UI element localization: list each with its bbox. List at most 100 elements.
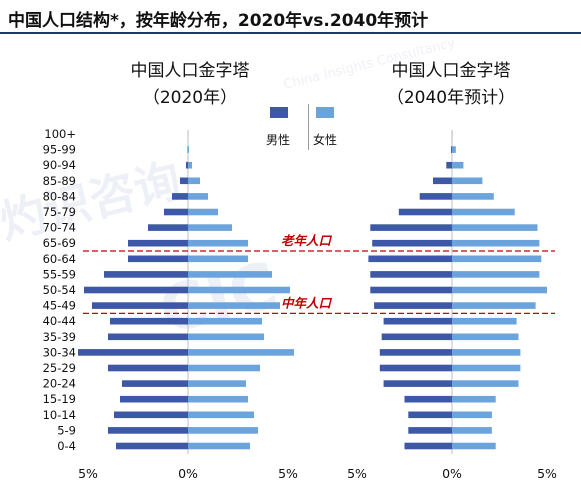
title-bar: 中国人口结构*，按年龄分布，2020年vs.2040年预计 <box>0 0 581 34</box>
bar-female <box>452 380 519 387</box>
age-tick-label: 50-54 <box>43 283 76 297</box>
bar-male <box>92 302 188 309</box>
bar-male <box>108 364 188 372</box>
bar-male <box>84 286 188 294</box>
x-tick-label: 0% <box>442 466 462 481</box>
left-chart-title: 中国人口金字塔 <box>130 61 250 81</box>
age-group-annotation: 中年人口 <box>281 295 333 310</box>
age-tick-label: 25-29 <box>43 361 76 375</box>
age-tick-label: 80-84 <box>43 189 76 203</box>
bar-female <box>188 427 258 434</box>
bar-male <box>370 286 452 294</box>
bar-male <box>379 349 452 356</box>
right-chart-title: 中国人口金字塔 <box>391 61 511 81</box>
bar-female <box>188 239 248 247</box>
bar-female <box>452 255 542 263</box>
left-chart-subtitle: （2020年） <box>142 88 238 108</box>
age-tick-label: 35-39 <box>43 330 76 344</box>
bar-male <box>372 239 452 247</box>
bar-male <box>368 255 452 263</box>
bar-male <box>383 380 452 387</box>
bar-male <box>148 224 188 231</box>
bar-female <box>452 411 492 419</box>
bar-female <box>188 380 246 387</box>
bar-male <box>128 255 188 263</box>
bar-female <box>452 271 540 278</box>
right-chart-subtitle: （2040年预计） <box>386 88 516 108</box>
bar-female <box>188 317 262 325</box>
bar-male <box>122 380 188 387</box>
bar-female <box>188 286 290 294</box>
bar-female <box>188 161 192 169</box>
bar-female <box>452 224 538 231</box>
bar-male <box>180 177 188 185</box>
legend-male-swatch <box>270 107 288 118</box>
bar-male <box>451 146 452 153</box>
age-tick-label: 75-79 <box>43 205 76 219</box>
age-tick-label: 0-4 <box>57 439 76 453</box>
age-tick-label: 100+ <box>44 127 76 141</box>
legend-female-swatch <box>316 107 334 118</box>
bar-female <box>188 224 232 231</box>
bar-male <box>383 317 452 325</box>
bar-male <box>104 271 188 278</box>
bar-female <box>452 208 515 216</box>
bar-female <box>188 302 280 309</box>
bar-female <box>452 364 521 372</box>
bar-female <box>188 442 250 450</box>
age-tick-label: 5-9 <box>57 423 76 437</box>
bar-female <box>188 255 248 263</box>
bar-male <box>108 333 188 341</box>
page-title: 中国人口结构*，按年龄分布，2020年vs.2040年预计 <box>8 11 429 31</box>
x-tick-label: 5% <box>347 466 367 481</box>
bar-male <box>128 239 188 247</box>
age-tick-label: 65-69 <box>43 236 76 250</box>
legend: 男性 女性 <box>264 104 354 150</box>
bar-female <box>188 177 200 185</box>
bar-female <box>188 193 208 200</box>
bar-male <box>120 395 188 403</box>
bar-male <box>370 224 452 231</box>
bar-male <box>398 208 452 216</box>
legend-divider <box>308 104 309 150</box>
bar-male <box>374 302 452 309</box>
age-tick-label: 45-49 <box>43 299 76 313</box>
age-tick-label: 90-94 <box>43 158 76 172</box>
right-pyramid: 5% 0% 5% <box>347 130 557 481</box>
age-tick-label: 40-44 <box>43 314 76 328</box>
bar-female <box>452 146 456 153</box>
x-tick-label: 5% <box>278 466 298 481</box>
bar-male <box>116 442 188 450</box>
bar-female <box>452 177 483 185</box>
bar-female <box>452 161 464 169</box>
bar-male <box>381 333 452 341</box>
bar-male <box>408 427 452 434</box>
legend-female-label: 女性 <box>313 133 338 147</box>
bar-female <box>188 411 254 419</box>
bar-female <box>188 364 260 372</box>
bar-male <box>446 161 452 169</box>
bar-male <box>78 349 188 356</box>
bar-female <box>452 317 517 325</box>
bar-female <box>452 239 540 247</box>
bar-male <box>419 193 452 200</box>
x-tick-label: 5% <box>78 466 98 481</box>
bar-male <box>186 161 188 169</box>
bar-female <box>188 208 218 216</box>
bar-female <box>188 333 264 341</box>
bar-female <box>452 286 547 294</box>
bar-female <box>188 271 272 278</box>
bar-male <box>404 395 452 403</box>
bar-female <box>452 193 494 200</box>
age-tick-label: 60-64 <box>43 252 76 266</box>
bar-male <box>110 317 188 325</box>
legend-male-label: 男性 <box>266 133 291 147</box>
x-tick-label: 5% <box>537 466 557 481</box>
bar-female <box>452 349 521 356</box>
age-tick-label: 15-19 <box>43 392 76 406</box>
bar-male <box>379 364 452 372</box>
age-tick-label: 55-59 <box>43 267 76 281</box>
bar-male <box>404 442 452 450</box>
